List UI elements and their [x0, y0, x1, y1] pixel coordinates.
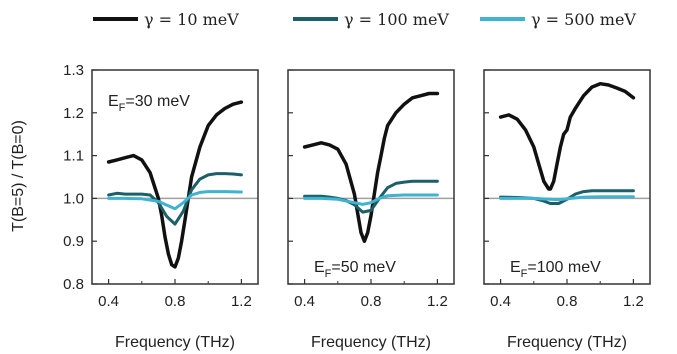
chart-panel-2: 0.4 0.8 1.2 Frequency (THz) EF=50 meV	[287, 69, 455, 351]
x-tick-label: 0.8	[165, 293, 186, 310]
x-tick-label: 0.4	[98, 293, 119, 310]
y-tick-label: 1.0	[63, 190, 84, 207]
y-tick-label: 1.3	[63, 62, 84, 79]
x-tick-label: 1.2	[623, 293, 644, 310]
legend-item-gamma-10: γ = 10 meV	[93, 10, 239, 29]
x-tick-label: 1.2	[427, 293, 448, 310]
series-line-gamma-100	[107, 172, 243, 226]
y-tick-label: 1.2	[63, 105, 84, 122]
fermi-energy-annotation: EF=100 meV	[510, 259, 601, 280]
x-tick-label: 0.8	[557, 293, 578, 310]
series-line-gamma-10	[498, 81, 636, 191]
legend-label-gamma-100: γ = 100 meV	[344, 10, 449, 29]
series-line-gamma-500	[303, 193, 439, 206]
legend-label-gamma-10: γ = 10 meV	[144, 10, 239, 29]
legend-label-gamma-500: γ = 500 meV	[531, 10, 636, 29]
legend-item-gamma-100: γ = 100 meV	[293, 10, 449, 29]
chart-panel-1: 0.4 0.8 1.2 0.8 0.9 1.0 1.1 1.2 1.3 Frequency (TH…	[63, 62, 259, 351]
x-tick-label: 0.4	[294, 293, 315, 310]
fermi-energy-annotation: EF=30 meV	[108, 93, 190, 114]
y-tick-label: 0.9	[63, 233, 84, 250]
y-axis-title: T(B=5) / T(B=0)	[10, 120, 27, 232]
fermi-energy-annotation: EF=50 meV	[314, 259, 396, 280]
chart-panel-3: 0.4 0.8 1.2 Frequency (THz) EF=100 meV	[483, 69, 651, 351]
x-axis-title: Frequency (THz)	[507, 334, 627, 351]
plot-frame	[287, 69, 455, 285]
legend: γ = 10 meV γ = 100 meV γ = 500 meV	[93, 10, 636, 29]
x-tick-label: 1.2	[231, 293, 252, 310]
series-line-gamma-500	[107, 190, 243, 211]
y-tick-label: 0.8	[63, 276, 84, 293]
plot-frame	[483, 69, 651, 285]
panels: 0.4 0.8 1.2 0.8 0.9 1.0 1.1 1.2 1.3 Frequency (TH…	[63, 62, 651, 351]
series-line-gamma-10	[302, 91, 440, 243]
legend-item-gamma-500: γ = 500 meV	[480, 10, 636, 29]
x-tick-label: 0.8	[361, 293, 382, 310]
series-line-gamma-10	[106, 100, 244, 269]
x-axis-title: Frequency (THz)	[115, 334, 235, 351]
x-axis-title: Frequency (THz)	[311, 334, 431, 351]
x-tick-label: 0.4	[490, 293, 511, 310]
series-line-gamma-100	[303, 179, 439, 214]
series-line-gamma-500	[499, 195, 635, 202]
y-tick-label: 1.1	[63, 148, 84, 165]
